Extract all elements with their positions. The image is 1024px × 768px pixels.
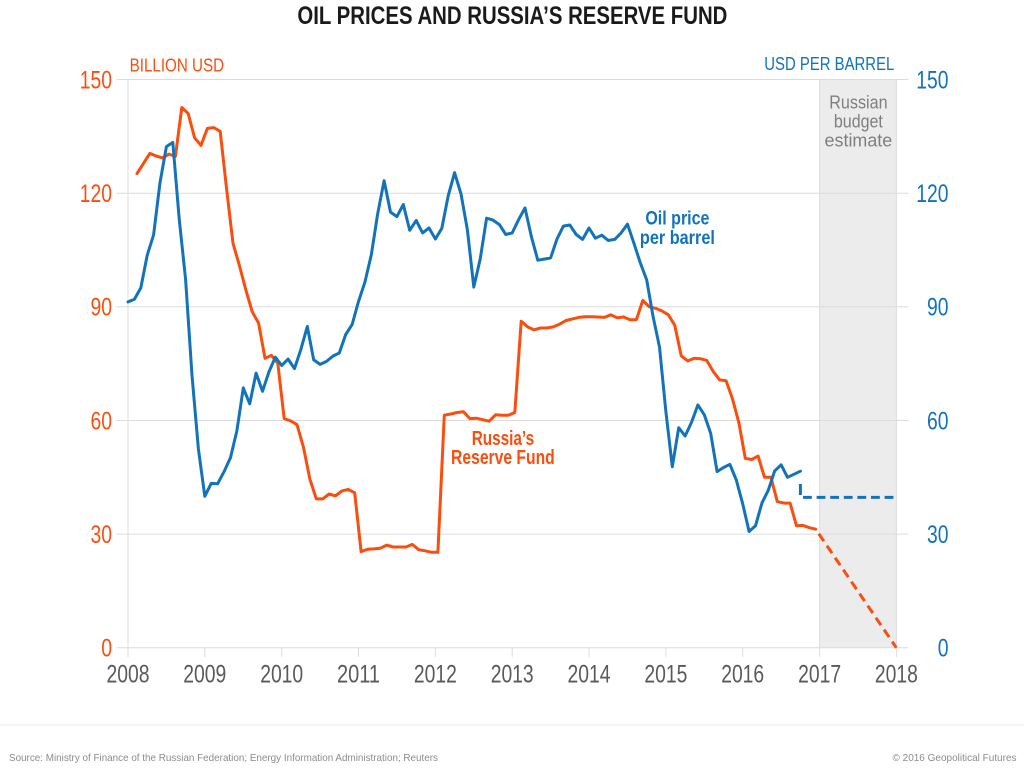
svg-text:estimate: estimate bbox=[825, 130, 893, 151]
svg-text:Russian: Russian bbox=[829, 92, 887, 113]
svg-text:0: 0 bbox=[938, 635, 949, 663]
svg-text:60: 60 bbox=[91, 407, 113, 435]
svg-text:60: 60 bbox=[927, 407, 949, 435]
svg-text:2018: 2018 bbox=[875, 661, 918, 689]
svg-text:2017: 2017 bbox=[798, 661, 841, 689]
svg-text:Source: Ministry of Finance of: Source: Ministry of Finance of the Russi… bbox=[9, 752, 438, 764]
svg-text:Reserve Fund: Reserve Fund bbox=[451, 447, 555, 469]
svg-text:OIL PRICES AND RUSSIA’S RESERV: OIL PRICES AND RUSSIA’S RESERVE FUND bbox=[297, 2, 727, 30]
svg-text:BILLION USD: BILLION USD bbox=[130, 56, 225, 76]
svg-text:2013: 2013 bbox=[491, 661, 534, 689]
svg-text:90: 90 bbox=[91, 294, 113, 322]
svg-text:2011: 2011 bbox=[337, 661, 380, 689]
svg-text:Oil price: Oil price bbox=[645, 208, 709, 230]
svg-text:2014: 2014 bbox=[568, 661, 611, 689]
svg-text:per barrel: per barrel bbox=[640, 227, 715, 249]
svg-text:2016: 2016 bbox=[721, 661, 764, 689]
svg-text:150: 150 bbox=[916, 66, 948, 94]
svg-text:budget: budget bbox=[834, 111, 883, 132]
svg-text:30: 30 bbox=[927, 521, 949, 549]
svg-text:2010: 2010 bbox=[260, 661, 303, 689]
svg-text:USD PER BARREL: USD PER BARREL bbox=[764, 54, 894, 74]
svg-text:120: 120 bbox=[80, 180, 112, 208]
svg-text:30: 30 bbox=[91, 521, 113, 549]
svg-text:2009: 2009 bbox=[183, 661, 226, 689]
svg-text:Russia’s: Russia’s bbox=[472, 428, 534, 450]
svg-text:© 2016 Geopolitical Futures: © 2016 Geopolitical Futures bbox=[893, 752, 1017, 764]
svg-text:2012: 2012 bbox=[414, 661, 457, 689]
svg-text:90: 90 bbox=[927, 294, 949, 322]
svg-text:0: 0 bbox=[101, 635, 112, 663]
svg-text:2015: 2015 bbox=[644, 661, 687, 689]
svg-text:150: 150 bbox=[80, 66, 112, 94]
svg-text:2008: 2008 bbox=[107, 661, 150, 689]
svg-text:120: 120 bbox=[916, 180, 948, 208]
